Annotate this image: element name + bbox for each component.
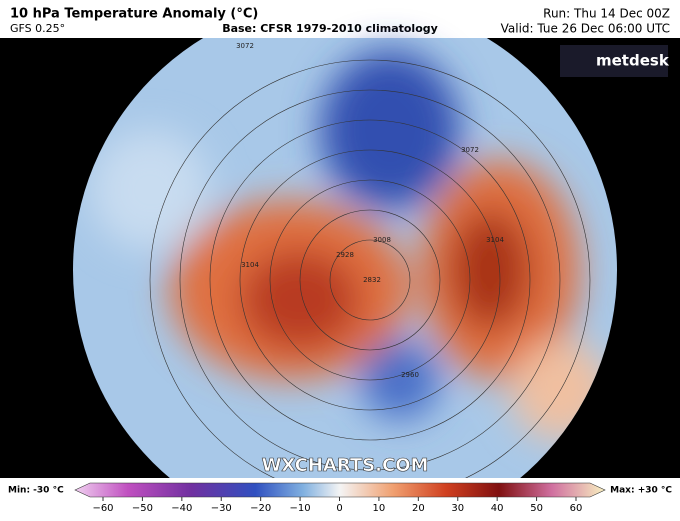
colorbar-tick-label: −40	[171, 503, 192, 514]
contour-label: 3072	[461, 146, 479, 154]
colorbar-tick-label: 0	[336, 503, 342, 514]
colorbar-min: Min: -30 °C	[8, 486, 64, 496]
contour-label: 2832	[363, 276, 381, 284]
watermark: WXCHARTS.COM	[262, 455, 429, 476]
logo: metdesk	[596, 52, 670, 70]
colorbar-tick-label: −20	[250, 503, 271, 514]
colorbar-tick-label: −30	[211, 503, 232, 514]
colorbar-tick-label: 60	[570, 503, 583, 514]
model: GFS 0.25°	[10, 22, 65, 35]
contour-label: 3072	[236, 42, 254, 50]
contour-label: 2960	[401, 371, 419, 379]
colorbar-max: Max: +30 °C	[610, 486, 672, 496]
colorbar-tick-label: 40	[491, 503, 504, 514]
colorbar-tick-label: −50	[132, 503, 153, 514]
colorbar-tick-label: 50	[530, 503, 543, 514]
logo-bg	[560, 45, 668, 77]
valid: Valid: Tue 26 Dec 06:00 UTC	[501, 22, 670, 36]
contour-label: 3008	[373, 236, 391, 244]
header-bg	[0, 0, 680, 38]
map	[73, 38, 617, 501]
colorbar-tick-label: 10	[373, 503, 386, 514]
contour-label: 3104	[241, 261, 259, 269]
title: 10 hPa Temperature Anomaly (°C)	[10, 7, 258, 22]
run: Run: Thu 14 Dec 00Z	[543, 7, 670, 21]
contour-label: 2928	[336, 251, 354, 259]
colorbar-tick-label: −60	[92, 503, 113, 514]
colorbar-tick-label: 30	[451, 503, 464, 514]
colorbar-tick-label: 20	[412, 503, 425, 514]
base: Base: CFSR 1979-2010 climatology	[222, 22, 438, 35]
contour-label: 3104	[486, 236, 504, 244]
colorbar-tick-label: −10	[290, 503, 311, 514]
colorbar	[74, 482, 606, 498]
